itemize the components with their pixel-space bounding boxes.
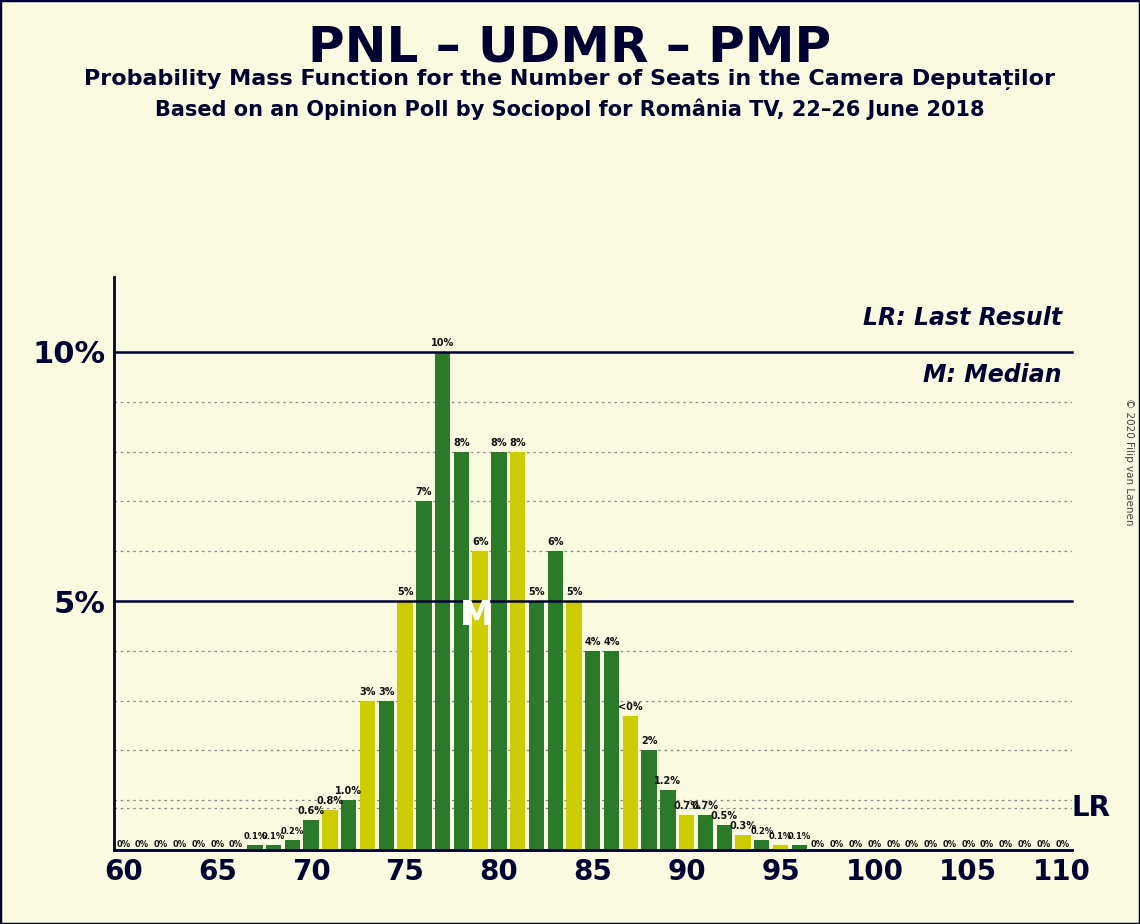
Text: 5%: 5% [565,587,583,597]
Bar [360,700,375,850]
Text: 5%: 5% [397,587,414,597]
Bar [434,352,450,850]
Text: 0%: 0% [1056,840,1069,849]
Bar [791,845,807,850]
Text: 0%: 0% [136,840,149,849]
Bar [529,601,544,850]
Text: 4%: 4% [603,637,620,647]
Bar [266,845,282,850]
Bar [303,821,319,850]
Bar [660,790,676,850]
Text: 0.1%: 0.1% [243,833,267,841]
Bar [642,750,657,850]
Text: M: M [459,600,492,632]
Text: 10%: 10% [431,338,454,348]
Bar [491,452,506,850]
Text: 0%: 0% [886,840,901,849]
Text: 7%: 7% [416,487,432,497]
Bar [454,452,469,850]
Text: 3%: 3% [378,687,394,697]
Bar [378,700,394,850]
Bar [679,815,694,850]
Text: 0%: 0% [116,840,130,849]
Text: 0.1%: 0.1% [788,833,811,841]
Text: 0%: 0% [999,840,1013,849]
Text: 0%: 0% [923,840,938,849]
Bar [341,800,357,850]
Text: 0%: 0% [980,840,994,849]
Text: 0.7%: 0.7% [692,801,719,811]
Text: 0%: 0% [943,840,956,849]
Text: 0%: 0% [1036,840,1050,849]
Bar [398,601,413,850]
Text: 6%: 6% [472,537,488,547]
Text: 3%: 3% [359,687,376,697]
Text: <0%: <0% [618,701,643,711]
Text: 0.5%: 0.5% [710,811,738,821]
Text: 0%: 0% [848,840,863,849]
Text: LR: LR [1072,794,1110,821]
Text: 0.3%: 0.3% [730,821,757,832]
Text: 0%: 0% [868,840,881,849]
Text: 0%: 0% [154,840,168,849]
Bar [547,552,563,850]
Bar [773,845,788,850]
Text: 0.2%: 0.2% [280,827,304,836]
Text: 8%: 8% [453,438,470,447]
Text: 0%: 0% [961,840,976,849]
Bar [754,840,770,850]
Text: 0%: 0% [172,840,187,849]
Text: 0.2%: 0.2% [750,827,773,836]
Text: Based on an Opinion Poll by Sociopol for România TV, 22–26 June 2018: Based on an Opinion Poll by Sociopol for… [155,99,985,120]
Bar [472,552,488,850]
Text: 0.8%: 0.8% [317,796,343,807]
Bar [604,650,619,850]
Bar [323,810,337,850]
Text: 0.1%: 0.1% [262,833,285,841]
Bar [285,840,300,850]
Text: PNL – UDMR – PMP: PNL – UDMR – PMP [309,23,831,71]
Text: M: Median: M: Median [923,363,1062,387]
Text: 0%: 0% [210,840,225,849]
Text: 0%: 0% [830,840,844,849]
Text: 0.1%: 0.1% [770,833,792,841]
Text: © 2020 Filip van Laenen: © 2020 Filip van Laenen [1124,398,1134,526]
Text: 8%: 8% [510,438,526,447]
Text: 6%: 6% [547,537,563,547]
Text: 2%: 2% [641,736,658,747]
Bar [247,845,262,850]
Text: 1.0%: 1.0% [335,786,363,796]
Bar [717,825,732,850]
Text: 0.7%: 0.7% [674,801,700,811]
Text: 0%: 0% [229,840,243,849]
Bar [622,715,638,850]
Bar [567,601,581,850]
Text: LR: Last Result: LR: Last Result [863,306,1062,330]
Bar [510,452,526,850]
Text: 0%: 0% [905,840,919,849]
Text: 4%: 4% [585,637,601,647]
Text: 0.6%: 0.6% [298,807,325,816]
Text: 5%: 5% [528,587,545,597]
Bar [416,502,432,850]
Bar [585,650,601,850]
Bar [698,815,714,850]
Text: 1.2%: 1.2% [654,776,682,786]
Text: Probability Mass Function for the Number of Seats in the Camera Deputaților: Probability Mass Function for the Number… [84,69,1056,91]
Bar [735,835,751,850]
Text: 0%: 0% [192,840,205,849]
Text: 8%: 8% [490,438,507,447]
Text: 0%: 0% [811,840,825,849]
Text: 0%: 0% [1018,840,1032,849]
